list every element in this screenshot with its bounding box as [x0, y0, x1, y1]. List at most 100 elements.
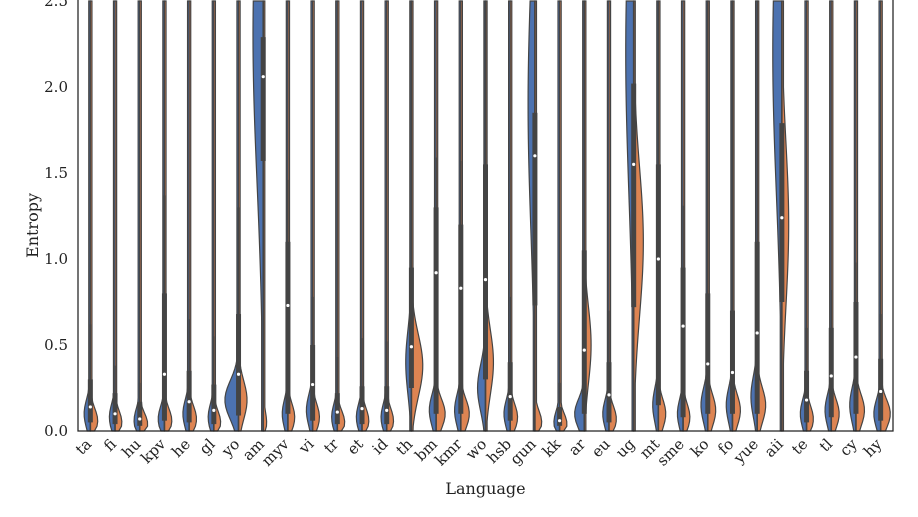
violin-tr [331, 0, 346, 432]
violin-iqr-box [112, 393, 118, 425]
violin-te [799, 0, 814, 432]
violin-median-point [236, 372, 241, 376]
x-axis-label: Language [445, 479, 525, 498]
violin-right-half [188, 0, 198, 432]
violin-iqr-box [161, 293, 167, 421]
violin-iqr-box [285, 241, 291, 414]
violin-median-point [434, 271, 438, 275]
violin-gl [207, 0, 222, 432]
violin-median-point [385, 408, 389, 412]
violin-iqr-box [729, 310, 735, 414]
violin-iqr-box [828, 327, 834, 418]
violin-median-point [780, 216, 784, 220]
x-tick-label: eu [588, 435, 614, 461]
violin-right-half [139, 0, 149, 432]
violin-iqr-box [87, 379, 93, 423]
violin-right-half [633, 0, 644, 432]
y-tick-label: 0.0 [44, 422, 68, 440]
violin-median-point [755, 331, 759, 335]
violin-iqr-box [705, 293, 711, 414]
violin-left-half [355, 0, 363, 432]
violin-median-point [804, 398, 809, 402]
violin-gun [527, 0, 543, 432]
x-tick-label: kmr [431, 435, 466, 470]
violin-myv [281, 0, 296, 432]
violin-median-point [582, 348, 586, 352]
y-tick-label: 0.5 [44, 336, 68, 354]
y-tick-label: 1.0 [44, 250, 68, 268]
violin-left-half [252, 0, 264, 432]
x-tick-label: sme [653, 435, 688, 470]
violin-median-point [557, 419, 562, 423]
violin-hy [873, 0, 891, 432]
violin-cy [849, 0, 866, 432]
violin-left-half [602, 0, 610, 432]
violin-median-point [138, 417, 142, 421]
violin-yo [224, 0, 248, 432]
violin-et [355, 0, 370, 432]
violin-iqr-box [804, 370, 810, 423]
violin-right-half [213, 0, 222, 432]
x-tick-label: te [788, 435, 811, 458]
violin-median-point [607, 393, 611, 397]
violin-median-point [360, 407, 364, 411]
violin-left-half [799, 0, 808, 432]
violin-ug [625, 0, 644, 432]
violin-median-point [162, 372, 167, 376]
violin-aii [772, 0, 790, 432]
x-tick-label: id [369, 435, 392, 458]
x-tick-label: yo [218, 435, 244, 461]
violin-iqr-box [137, 401, 143, 426]
y-tick-label: 1.5 [44, 164, 68, 182]
violin-left-half [133, 0, 141, 432]
violin-median-point [533, 154, 537, 158]
violin-median-point [854, 355, 858, 359]
violin-median-point [113, 412, 117, 416]
violin-left-half [380, 0, 388, 432]
violin-bm [428, 0, 446, 432]
violin-iqr-box [779, 123, 785, 303]
violin-iqr-box [433, 207, 439, 414]
violin-iqr-box [680, 267, 686, 418]
x-tick-label: yue [729, 435, 762, 468]
x-tick-label: fi [100, 435, 120, 455]
violin-iqr-box [878, 358, 884, 421]
violin-median-point [730, 370, 735, 375]
y-tick-label: 2.0 [44, 78, 68, 96]
violin-median-point [311, 382, 315, 387]
y-tick-label: 2.5 [44, 0, 68, 10]
violin-median-point [879, 389, 883, 394]
x-tick-label: hy [860, 435, 886, 461]
violin-he [182, 0, 198, 432]
violin-kpv [157, 0, 173, 432]
x-tick-label: kk [539, 434, 565, 460]
violin-mt [652, 0, 667, 432]
violin-iqr-box [581, 250, 587, 414]
violin-iqr-box [186, 370, 192, 423]
x-tick-label: kpv [137, 435, 169, 467]
violin-left-half [772, 0, 783, 432]
violin-left-half [207, 0, 215, 432]
violin-left-half [182, 0, 190, 432]
x-tick-label: myv [258, 435, 293, 470]
x-tick-label: et [344, 435, 367, 458]
violin-vi [305, 0, 321, 432]
violin-iqr-box [631, 83, 637, 308]
violin-right-half [114, 0, 123, 432]
violin-median-point [681, 324, 685, 328]
violin-fo [725, 0, 741, 432]
violin-left-half [108, 0, 116, 432]
violin-median-point [335, 410, 339, 414]
violin-median-point [286, 303, 290, 308]
violin-iqr-box [532, 112, 538, 306]
violin-layer [83, 0, 891, 432]
violin-median-point [409, 345, 414, 349]
violin-wo [476, 0, 495, 432]
violin-am [252, 0, 268, 432]
violin-iqr-box [334, 393, 340, 425]
y-axis-label: Entropy [23, 193, 42, 258]
violin-right-half [805, 0, 814, 432]
violin-right-half [386, 0, 395, 432]
